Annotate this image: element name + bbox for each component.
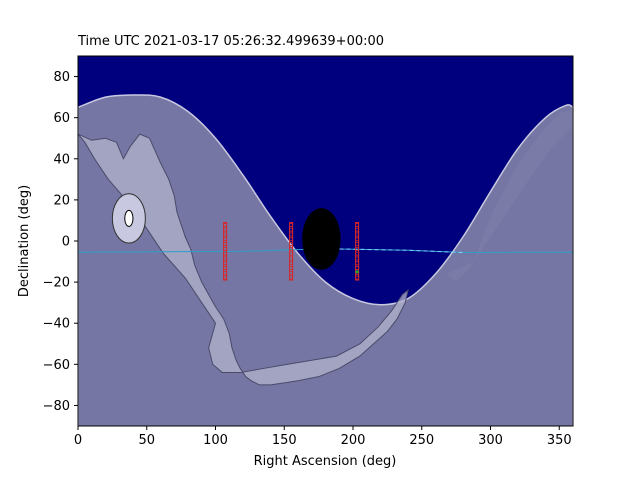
survey-field-tile <box>355 237 360 242</box>
survey-field-tile <box>223 261 228 266</box>
moon-marker <box>302 208 341 270</box>
survey-field-tile <box>355 242 360 246</box>
survey-field-tile <box>223 227 228 232</box>
survey-field-tile <box>289 242 294 246</box>
plot-area <box>77 55 574 427</box>
survey-field-tile <box>223 242 228 246</box>
ecliptic-line <box>78 248 573 254</box>
survey-field-column <box>223 222 228 281</box>
survey-field-tile <box>289 261 294 266</box>
y-axis: −80 −60 −40 −20 0 20 40 60 80 <box>43 70 78 414</box>
y-tick-label: 40 <box>53 152 70 167</box>
survey-field-tile <box>289 251 294 256</box>
survey-field-tile <box>289 232 294 237</box>
x-tick-label: 150 <box>272 433 297 448</box>
survey-field-tile <box>289 256 294 261</box>
survey-field-tile <box>355 275 360 280</box>
survey-field-tile <box>355 251 360 256</box>
y-tick-label: −80 <box>43 399 70 414</box>
survey-field-tile <box>223 222 228 227</box>
x-tick-label: 250 <box>409 433 434 448</box>
chart-title: Time UTC 2021-03-17 05:26:32.499639+00:0… <box>77 34 384 49</box>
survey-field-tile <box>223 266 228 270</box>
field-highlight-marker <box>355 270 359 274</box>
survey-field-tile <box>355 246 360 251</box>
survey-field-tile <box>223 251 228 256</box>
survey-field-tile <box>223 270 228 275</box>
survey-field-tile <box>289 227 294 232</box>
survey-field-tile <box>355 261 360 266</box>
survey-field-column <box>355 222 360 281</box>
y-axis-label: Declination (deg) <box>17 185 32 297</box>
galactic-plane-region <box>78 133 409 386</box>
x-tick-label: 300 <box>478 433 503 448</box>
sun-marker <box>124 209 134 227</box>
survey-fields <box>223 222 360 281</box>
y-tick-label: 80 <box>53 70 70 85</box>
x-axis: 0 50 100 150 200 250 300 350 <box>74 426 572 448</box>
y-tick-label: 20 <box>53 193 70 208</box>
survey-field <box>289 222 294 281</box>
survey-field-tile <box>355 222 360 227</box>
y-tick-label: −60 <box>43 358 70 373</box>
y-tick-label: 60 <box>53 111 70 126</box>
y-tick-label: 0 <box>62 235 70 250</box>
survey-field-tile <box>355 227 360 232</box>
survey-field-tile <box>355 232 360 237</box>
x-tick-label: 0 <box>74 433 82 448</box>
x-axis-label: Right Ascension (deg) <box>254 454 397 469</box>
survey-field-tile <box>223 256 228 261</box>
survey-field-tile <box>223 275 228 280</box>
survey-field-tile <box>355 266 360 270</box>
survey-field-tile <box>223 246 228 251</box>
survey-field-column <box>289 222 294 281</box>
survey-field <box>355 222 360 281</box>
survey-field-tile <box>289 275 294 280</box>
survey-field-tile <box>289 246 294 251</box>
survey-field <box>223 222 228 281</box>
survey-field-tile <box>223 232 228 237</box>
survey-field-tile <box>289 270 294 275</box>
y-tick-label: −40 <box>43 317 70 332</box>
survey-field-tile <box>289 237 294 242</box>
x-tick-label: 350 <box>547 433 572 448</box>
survey-field-tile <box>289 266 294 270</box>
survey-field-tile <box>355 256 360 261</box>
night-sky-region <box>78 94 573 426</box>
x-tick-label: 200 <box>341 433 366 448</box>
x-tick-label: 50 <box>138 433 155 448</box>
survey-field-tile <box>289 222 294 227</box>
y-tick-label: −20 <box>43 276 70 291</box>
survey-field-tile <box>223 237 228 242</box>
x-tick-label: 100 <box>203 433 228 448</box>
